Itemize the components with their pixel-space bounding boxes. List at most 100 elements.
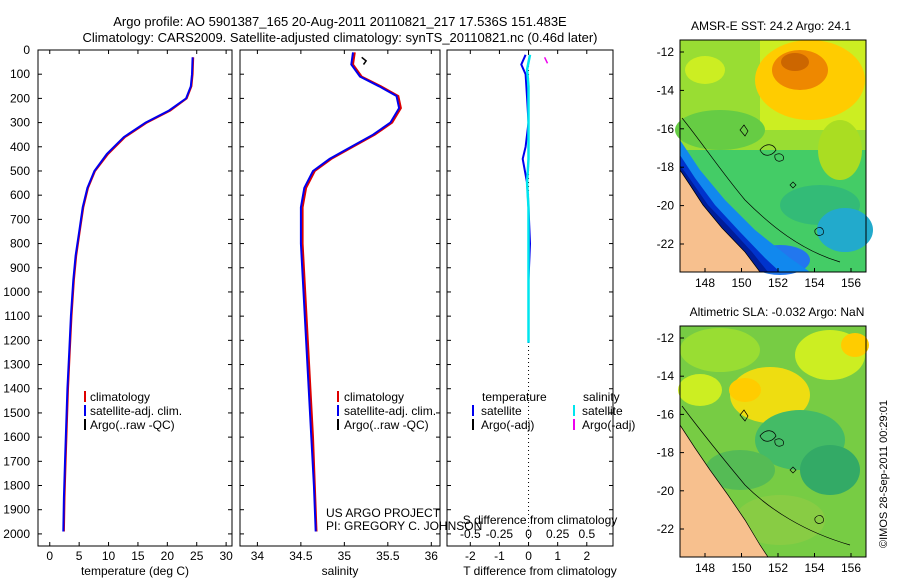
series-line [62, 57, 194, 532]
lat-tick-label: -12 [657, 45, 675, 59]
lon-tick-label: 156 [841, 561, 861, 575]
depth-tick-label: 1700 [3, 454, 30, 468]
series-line [525, 54, 532, 343]
lat-tick-label: -18 [657, 446, 675, 460]
depth-tick-label: 600 [10, 188, 30, 202]
depth-tick-label: 900 [10, 261, 30, 275]
depth-tick-label: 1200 [3, 333, 30, 347]
depth-tick-label: 500 [10, 164, 30, 178]
depth-tick-label: 1500 [3, 406, 30, 420]
sal-xaxis: 34 34.5 35 35.5 36 [251, 50, 439, 563]
x-tick-label: 30 [219, 549, 233, 563]
lon-tick-label: 148 [695, 561, 715, 575]
series-line [543, 56, 549, 64]
lon-tick-label: 148 [695, 276, 715, 290]
lon-tick-label: 154 [804, 276, 824, 290]
x-tick-label: 36 [425, 549, 439, 563]
depth-tick-label: 2000 [3, 527, 30, 541]
temp-xlabel: temperature (deg C) [81, 564, 189, 578]
legend-argo: Argo(..raw -QC) [90, 418, 175, 432]
depth-tick-label: 1300 [3, 358, 30, 372]
lon-tick-label: 154 [804, 561, 824, 575]
lat-tick-label: -12 [657, 331, 675, 345]
lat-tick-label: -18 [657, 160, 675, 174]
depth-tick-label: 1000 [3, 285, 30, 299]
depth-tick-label: 1100 [4, 309, 30, 323]
sst-map-title: AMSR-E SST: 24.2 Argo: 24.1 [691, 19, 851, 33]
lat-tick-label: -14 [657, 369, 675, 383]
legend-clim: climatology [90, 390, 150, 404]
diff-legend: temperature salinity satellite Argo(-adj… [472, 390, 635, 432]
s-diff-label: S difference from climatology [463, 513, 618, 527]
legend-s-argo: Argo(-adj) [582, 418, 635, 432]
legend-t-sat: satellite [481, 404, 522, 418]
depth-tick-label: 700 [10, 212, 30, 226]
series-line [62, 57, 195, 532]
s-tick-label: -0.25 [486, 527, 514, 541]
legend-swatch-argo-t [472, 419, 474, 430]
diff-series [520, 50, 549, 546]
header-line-2: Climatology: CARS2009. Satellite-adjuste… [82, 30, 598, 45]
sal-panel-frame [239, 49, 441, 547]
lat-tick-label: -14 [657, 83, 675, 97]
depth-tick-label: 300 [10, 116, 30, 130]
x-tick-label: 34 [251, 549, 265, 563]
s-tick-label: 0.25 [546, 527, 570, 541]
x-tick-label: 34.5 [289, 549, 313, 563]
header-line-1: Argo profile: AO 5901387_165 20-Aug-2011… [113, 14, 567, 29]
lat-tick-label: -20 [657, 484, 675, 498]
depth-tick-label: 1400 [3, 382, 30, 396]
x-tick-label: -2 [465, 549, 476, 563]
temp-series [62, 57, 195, 532]
series-line [361, 56, 368, 65]
lon-tick-label: 156 [841, 276, 861, 290]
x-tick-label: 25 [190, 549, 204, 563]
legend-swatch-clim [337, 391, 339, 402]
legend-argo: Argo(..raw -QC) [344, 418, 429, 432]
legend-t-argo: Argo(-adj) [481, 418, 534, 432]
series-line [301, 52, 402, 532]
x-tick-label: 2 [583, 549, 590, 563]
lon-tick-label: 152 [768, 561, 788, 575]
legend-swatch-sat-s [573, 405, 575, 416]
depth-tick-label: 1600 [3, 430, 30, 444]
lat-tick-label: -22 [657, 522, 675, 536]
lat-tick-label: -22 [657, 237, 675, 251]
legend-swatch-clim [84, 391, 86, 402]
x-tick-label: 0 [525, 549, 532, 563]
x-tick-label: 0 [46, 549, 53, 563]
credit-project: US ARGO PROJECT [326, 506, 441, 520]
legend-swatch-argo-s [573, 419, 575, 430]
depth-tick-label: 400 [10, 140, 30, 154]
x-tick-label: 10 [102, 549, 116, 563]
sst-map [675, 39, 873, 275]
lat-tick-label: -16 [657, 407, 675, 421]
legend-s-title: salinity [583, 390, 620, 404]
legend-s-sat: satellite [582, 404, 623, 418]
sla-map [678, 325, 869, 558]
s-tick-label: -0.5 [460, 527, 481, 541]
s-diff-ticks: -0.5 -0.25 0 0.25 0.5 [460, 527, 595, 541]
legend-swatch-argo [84, 419, 86, 430]
diff-panel-frame [446, 49, 614, 547]
x-tick-label: 35 [338, 549, 352, 563]
depth-tick-label: 800 [10, 237, 30, 251]
lon-tick-label: 150 [731, 276, 751, 290]
legend-swatch-sat [337, 405, 339, 416]
depth-axis: 0 100 200 300 400 500 600 700 800 900 1000 1100 1200… [3, 43, 613, 541]
legend-sat: satellite-adj. clim. [344, 404, 436, 418]
temp-xaxis: 0 5 10 15 20 25 30 [46, 50, 233, 563]
lat-tick-label: -20 [657, 199, 675, 213]
sst-map-axes: -12 -14 -16 -18 -20 -22 148 150 152 154 156 [657, 45, 862, 290]
sal-xlabel: salinity [322, 564, 359, 578]
x-tick-label: 5 [76, 549, 83, 563]
legend-sat: satellite-adj. clim. [90, 404, 182, 418]
diff-xlabel: T difference from climatology [463, 564, 617, 578]
x-tick-label: 15 [131, 549, 145, 563]
s-tick-label: 0 [525, 527, 532, 541]
depth-tick-label: 1900 [3, 503, 30, 517]
x-tick-label: 20 [161, 549, 175, 563]
legend-swatch-sat-t [472, 405, 474, 416]
x-tick-label: -1 [494, 549, 505, 563]
